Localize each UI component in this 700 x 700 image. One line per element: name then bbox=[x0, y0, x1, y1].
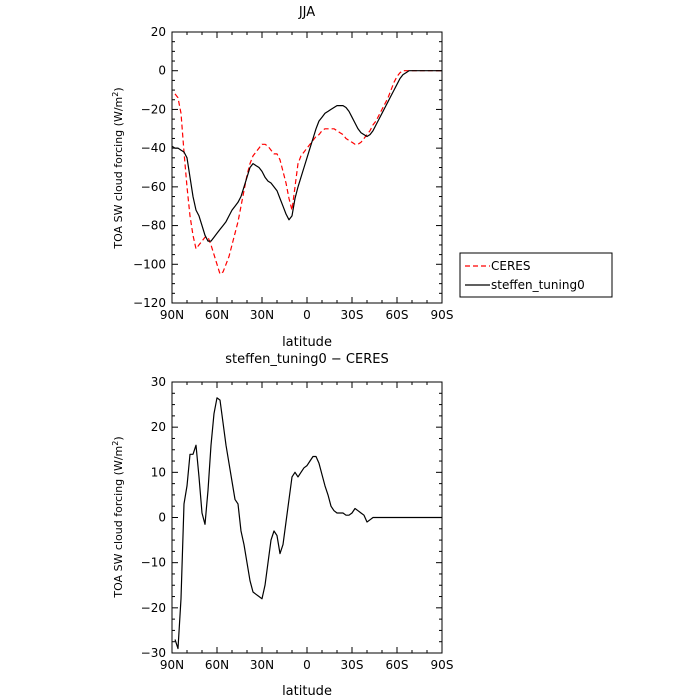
bottom-plot-area: 90N 60N 30N 0 30S 60S 90S 30 20 10 0 −10 −20 −30 bbox=[141, 375, 454, 672]
legend: CERES steffen_tuning0 bbox=[459, 252, 613, 298]
top-series-line-ceres bbox=[174, 70, 442, 275]
bottom-y-tick-label: 20 bbox=[151, 420, 166, 434]
bottom-series-line-0 bbox=[174, 397, 442, 650]
top-panel: JJA 90N 60N 30N 0 30S 60S 90S 20 0 −20 −40 −60 −80 −1… bbox=[111, 5, 613, 350]
bottom-x-tick-label: 60S bbox=[386, 658, 409, 672]
top-y-tick-label: −100 bbox=[133, 257, 166, 271]
top-series-line-steffen-tuning0 bbox=[171, 70, 442, 242]
bottom-x-tick-label: 60N bbox=[205, 658, 229, 672]
bottom-y-tick-label: 10 bbox=[151, 465, 166, 479]
top-y-tick-label: −40 bbox=[141, 141, 166, 155]
bottom-y-tick-label: −30 bbox=[141, 646, 166, 660]
bottom-x-tick-label: 0 bbox=[303, 658, 311, 672]
top-plot-area: 90N 60N 30N 0 30S 60S 90S 20 0 −20 −40 −60 −80 −100 −1… bbox=[133, 25, 453, 322]
top-x-tick-label: 90N bbox=[160, 308, 184, 322]
bottom-y-tick-label: 0 bbox=[158, 511, 166, 525]
top-x-tick-label: 30S bbox=[341, 308, 364, 322]
top-y-tick-label: −60 bbox=[141, 180, 166, 194]
top-x-tick-label: 60S bbox=[386, 308, 409, 322]
top-x-tick-label: 90S bbox=[431, 308, 454, 322]
top-plot-frame bbox=[171, 31, 443, 304]
legend-label-ceres: CERES bbox=[491, 259, 531, 273]
bottom-y-axis-label: TOA SW cloud forcing (W/m2) bbox=[111, 436, 125, 598]
bottom-y-tick-label: −20 bbox=[141, 601, 166, 615]
top-x-axis-label: latitude bbox=[282, 335, 332, 350]
top-y-tick-label: −80 bbox=[141, 219, 166, 233]
top-y-tick-label: −120 bbox=[133, 296, 166, 310]
bottom-x-axis-label: latitude bbox=[282, 684, 332, 699]
top-x-tick-label: 60N bbox=[205, 308, 229, 322]
legend-box bbox=[459, 252, 613, 298]
top-chart-title: JJA bbox=[298, 5, 315, 20]
bottom-x-tick-label: 30S bbox=[341, 658, 364, 672]
top-x-tick-label: 0 bbox=[303, 308, 311, 322]
bottom-y-tick-label: 30 bbox=[151, 375, 166, 389]
bottom-chart-title: steffen_tuning0 − CERES bbox=[225, 352, 388, 367]
top-y-tick-label: 0 bbox=[158, 64, 166, 78]
top-y-tick-label: −20 bbox=[141, 102, 166, 116]
bottom-x-tick-label: 90N bbox=[160, 658, 184, 672]
top-x-tick-label: 30N bbox=[250, 308, 274, 322]
bottom-y-tick-label: −10 bbox=[141, 556, 166, 570]
top-y-tick-label: 20 bbox=[151, 25, 166, 39]
bottom-panel: steffen_tuning0 − CERES 90N 60N 30N 0 30S 60S… bbox=[111, 352, 453, 699]
bottom-x-tick-label: 30N bbox=[250, 658, 274, 672]
legend-label-steffen: steffen_tuning0 bbox=[491, 278, 585, 292]
top-y-axis-label: TOA SW cloud forcing (W/m2) bbox=[111, 87, 125, 249]
bottom-x-tick-label: 90S bbox=[431, 658, 454, 672]
